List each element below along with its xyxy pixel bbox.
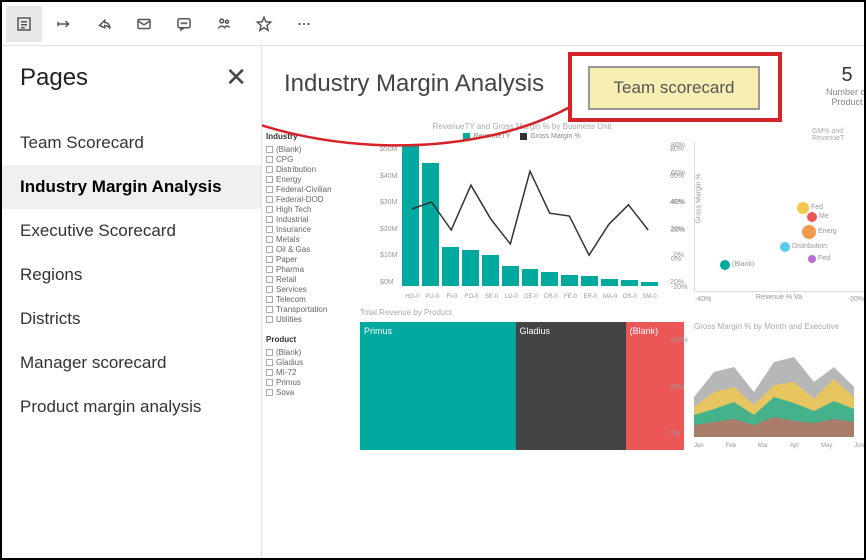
bar <box>581 276 598 286</box>
area-body: 100%50%0% JanFebMarAprMayJun <box>694 337 864 437</box>
filter-item[interactable]: Energy <box>266 175 354 184</box>
sidebar-item-executive-scorecard[interactable]: Executive Scorecard <box>20 209 261 253</box>
area-svg <box>694 337 854 437</box>
bars-area <box>402 146 658 286</box>
filter-item[interactable]: MI-72 <box>266 368 354 377</box>
scatter-xticks: -40%-20% <box>695 296 864 303</box>
filter-item[interactable]: Industrial <box>266 215 354 224</box>
scatter-point <box>780 242 790 252</box>
bar <box>621 280 638 286</box>
filter-item[interactable]: Federal-DOD <box>266 195 354 204</box>
list-icon[interactable] <box>6 6 42 42</box>
team-scorecard-button[interactable]: Team scorecard <box>588 66 760 110</box>
filter-industry-title: Industry <box>266 132 354 141</box>
kpi-label: Number of Product <box>812 87 864 107</box>
filters-panel: Industry (Blank)CPGDistributionEnergyFed… <box>266 132 354 398</box>
sidebar-item-manager-scorecard[interactable]: Manager scorecard <box>20 341 261 385</box>
more-icon[interactable] <box>286 6 322 42</box>
filter-item[interactable]: Telecom <box>266 295 354 304</box>
sidebar-item-districts[interactable]: Districts <box>20 297 261 341</box>
bar <box>482 255 499 286</box>
scatter-point <box>797 202 809 214</box>
share-icon[interactable] <box>86 6 122 42</box>
filter-item[interactable]: High Tech <box>266 205 354 214</box>
chat-icon[interactable] <box>166 6 202 42</box>
filter-item[interactable]: Distribution <box>266 165 354 174</box>
bar <box>402 146 419 286</box>
bar <box>422 163 439 286</box>
filter-item[interactable]: Insurance <box>266 225 354 234</box>
combo-chart-title: RevenueTY and Gross Margin % by Business… <box>360 122 684 131</box>
teams-icon[interactable] <box>206 6 242 42</box>
sidebar-item-regions[interactable]: Regions <box>20 253 261 297</box>
filter-item[interactable]: Utilities <box>266 315 354 324</box>
bar <box>442 247 459 286</box>
filter-item[interactable]: Paper <box>266 255 354 264</box>
mail-icon[interactable] <box>126 6 162 42</box>
sidebar-item-product-margin-analysis[interactable]: Product margin analysis <box>20 385 261 429</box>
filter-item[interactable]: Services <box>266 285 354 294</box>
filter-product-title: Product <box>266 335 354 344</box>
treemap-block: Gladius <box>516 322 626 450</box>
filter-item[interactable]: Metals <box>266 235 354 244</box>
bar <box>462 250 479 286</box>
scatter-body: 80%60%40%20%0%-20% -40%-20% FedMeEnergDi… <box>694 142 864 292</box>
filter-item[interactable]: Sova <box>266 388 354 397</box>
treemap-title: Total Revenue by Product <box>360 308 452 317</box>
bar <box>641 282 658 286</box>
scatter-chart[interactable]: Gross Margin % 80%60%40%20%0%-20% -40%-2… <box>694 122 864 308</box>
filter-item[interactable]: Pharma <box>266 265 354 274</box>
area-title: Gross Margin % by Month and Executive <box>694 322 864 331</box>
scatter-point <box>808 255 816 263</box>
bar <box>502 266 519 286</box>
close-icon[interactable]: ✕ <box>225 62 247 93</box>
filter-item[interactable]: (Blank) <box>266 348 354 357</box>
scatter-yticks: 80%60%40%20%0%-20% <box>671 142 687 291</box>
bar <box>522 269 539 286</box>
treemap-chart[interactable]: Total Revenue by Product PrimusGladius(B… <box>360 322 684 450</box>
filter-item[interactable]: CPG <box>266 155 354 164</box>
bar <box>601 279 618 286</box>
combo-legend: RevenueTYGross Margin % <box>360 133 684 140</box>
x-labels: HO-0PU-0FI-0FO-0SE-0LO-0DE-0CR-0FE-0ER-0… <box>404 294 658 300</box>
report-canvas: Industry Margin Analysis Team scorecard … <box>262 46 864 558</box>
treemap-block: Primus <box>360 322 516 450</box>
toolbar <box>2 2 864 46</box>
filter-item[interactable]: Gladius <box>266 358 354 367</box>
export-icon[interactable] <box>46 6 82 42</box>
kpi-card: 5 Number of Product <box>812 64 864 107</box>
page-title: Industry Margin Analysis <box>284 70 544 98</box>
scatter-point <box>802 225 816 239</box>
bar <box>541 272 558 286</box>
filter-item[interactable]: Federal-Civilian <box>266 185 354 194</box>
scatter-point <box>720 260 730 270</box>
sidebar-title: Pages <box>20 64 88 92</box>
pages-sidebar: Pages ✕ Team ScorecardIndustry Margin An… <box>2 46 262 558</box>
scatter-point <box>807 212 817 222</box>
kpi-value: 5 <box>812 64 864 87</box>
filter-item[interactable]: (Blank) <box>266 145 354 154</box>
filter-item[interactable]: Retail <box>266 275 354 284</box>
y-axis-left: $50M$40M$30M$20M$10M$0M <box>380 146 398 286</box>
area-chart[interactable]: Gross Margin % by Month and Executive 10… <box>694 322 864 450</box>
star-icon[interactable] <box>246 6 282 42</box>
sidebar-item-team-scorecard[interactable]: Team Scorecard <box>20 121 261 165</box>
filter-item[interactable]: Transportation <box>266 305 354 314</box>
filter-item[interactable]: Oil & Gas <box>266 245 354 254</box>
sidebar-item-industry-margin-analysis[interactable]: Industry Margin Analysis <box>2 165 261 209</box>
bar <box>561 275 578 286</box>
combo-chart[interactable]: RevenueTY and Gross Margin % by Business… <box>360 122 684 308</box>
filter-item[interactable]: Primus <box>266 378 354 387</box>
